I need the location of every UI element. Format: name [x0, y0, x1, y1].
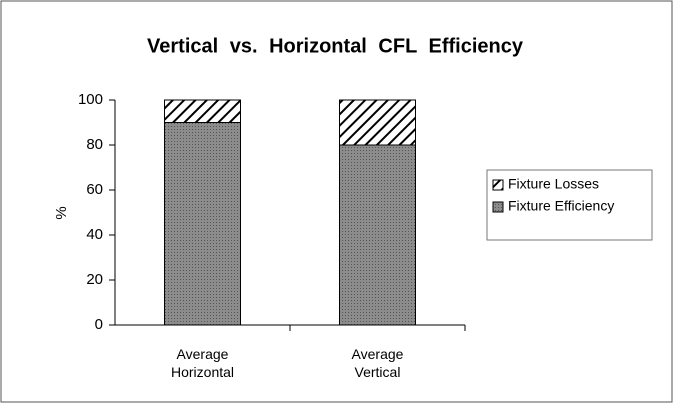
y-tick-label: 40 [86, 226, 103, 243]
y-tick-label: 100 [78, 91, 103, 108]
y-axis-label: % [53, 206, 70, 219]
y-tick-label: 60 [86, 181, 103, 198]
bar-segment [164, 122, 241, 326]
legend-swatch [492, 179, 504, 191]
legend-label: Fixture Losses [508, 176, 599, 192]
x-tick-label: Average Vertical [351, 346, 404, 380]
legend-swatch [492, 201, 504, 213]
chart-title: Vertical vs. Horizontal CFL Efficiency [147, 35, 524, 57]
legend-box [486, 169, 653, 241]
bar-segment [339, 99, 416, 146]
legend-label: Fixture Efficiency [508, 198, 614, 214]
x-tick-label: Average Horizontal [170, 346, 235, 380]
bar-segment [339, 144, 416, 326]
bar-segment [164, 99, 241, 123]
y-tick-label: 0 [95, 316, 103, 333]
y-tick-label: 80 [86, 136, 103, 153]
y-tick-label: 20 [86, 271, 103, 288]
